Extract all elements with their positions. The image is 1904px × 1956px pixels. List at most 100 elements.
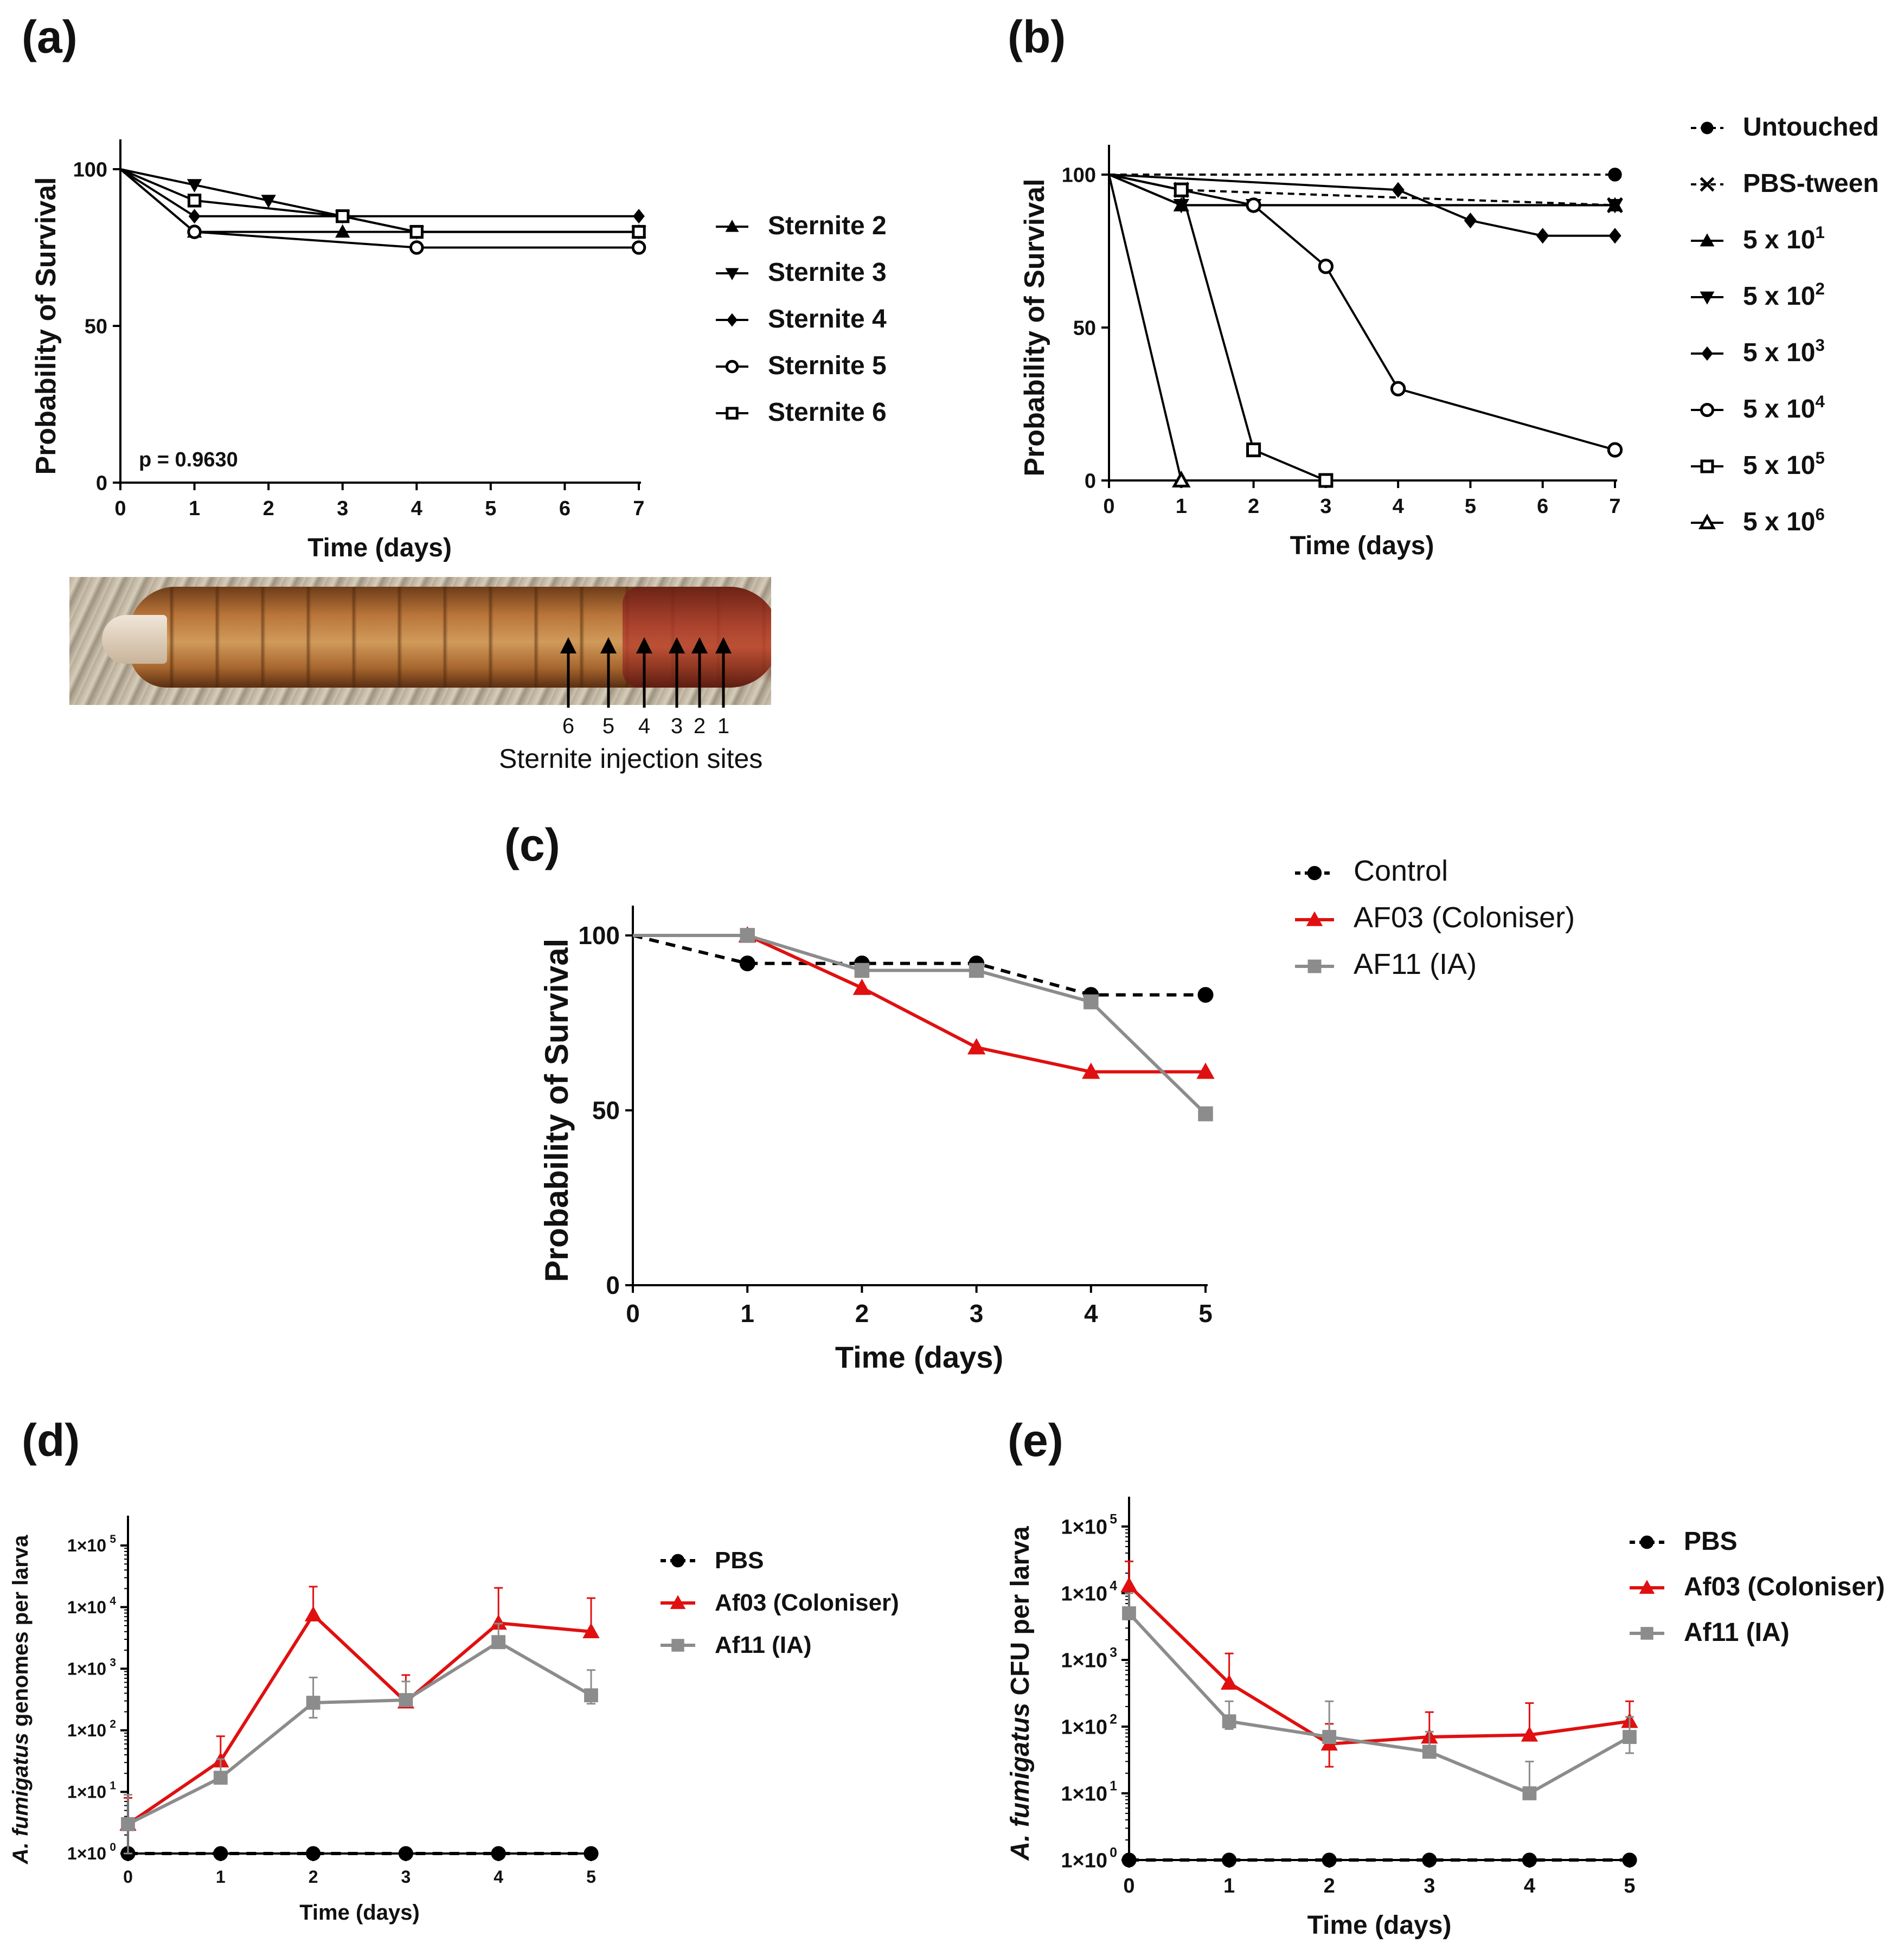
legend: PBS Af03 (Coloniser) Af11 (IA) (1630, 1527, 1885, 1647)
legend-marker (1700, 459, 1714, 473)
legend-superscript: 4 (1815, 392, 1825, 411)
y-axis-label: Probability of Survival (538, 939, 575, 1282)
legend: Untouched PBS-tween 5 x 101 5 x 102 5 x 103 5… (1691, 113, 1879, 536)
x-tick-label: 4 (411, 497, 422, 520)
legend-marker (1307, 959, 1322, 973)
data-point (1622, 1852, 1637, 1868)
data-point (306, 1696, 320, 1710)
x-tick-label: 1 (216, 1867, 226, 1887)
x-tick-label: 7 (1609, 495, 1620, 518)
data-point (1390, 381, 1406, 396)
x-axis-label: Time (days) (1307, 1911, 1452, 1940)
y-tick-label: 100 (578, 921, 620, 950)
y-tick-exponent: 1 (1110, 1779, 1117, 1793)
y-tick-label: 50 (1073, 317, 1096, 339)
data-point (398, 1846, 414, 1861)
legend-label: Sternite 6 (768, 398, 887, 427)
data-point (261, 195, 276, 208)
x-tick-label: 1 (1223, 1875, 1235, 1897)
data-point (1318, 259, 1334, 274)
legend-label: PBS (715, 1547, 764, 1574)
data-point (1536, 228, 1549, 244)
series-line (1108, 174, 1615, 451)
x-tick-label: 3 (1320, 495, 1331, 518)
panel-label-c: (c) (504, 819, 560, 870)
legend-marker (1639, 1580, 1655, 1594)
legend-label: Untouched (1743, 113, 1879, 142)
y-axis-label-italic: A. fumigatus (1006, 1703, 1035, 1861)
x-axis-label: Time (days) (299, 1901, 420, 1925)
y-tick-exponent: 3 (110, 1656, 116, 1669)
x-tick-label: 0 (114, 497, 126, 520)
y-axis-label: A. fumigatus CFU per larva (1006, 1526, 1035, 1861)
series-2 (121, 1622, 598, 1855)
y-tick-exponent: 4 (110, 1595, 116, 1607)
injection-site-number: 1 (717, 714, 729, 738)
injection-site-number: 5 (602, 714, 614, 738)
x-tick-label: 2 (309, 1867, 318, 1887)
y-axis-label-italic: A. fumigatus (9, 1733, 33, 1864)
y-tick-label: 1×10 (67, 1721, 106, 1740)
data-point (1607, 199, 1623, 214)
legend-label: Sternite 4 (768, 305, 887, 334)
x-tick-label: 3 (1424, 1875, 1435, 1897)
legend-marker (671, 1554, 685, 1568)
y-tick-label: 1×10 (1061, 1649, 1107, 1672)
panel-label-e: (e) (1008, 1415, 1063, 1466)
y-tick-label: 1×10 (1061, 1782, 1107, 1805)
data-point (1197, 987, 1214, 1003)
legend-label: Af11 (IA) (1684, 1618, 1790, 1647)
series-line (1108, 174, 1183, 481)
data-point (1318, 473, 1334, 488)
series-line (1108, 174, 1326, 482)
y-tick-exponent: 1 (110, 1780, 116, 1792)
x-tick-label: 2 (855, 1299, 869, 1327)
data-point (187, 179, 202, 193)
data-point (1464, 212, 1477, 229)
legend-label: 5 x 105 (1743, 448, 1825, 480)
legend-label: AF03 (Coloniser) (1354, 901, 1575, 934)
legend-marker (1700, 291, 1715, 305)
y-tick-exponent: 3 (1110, 1645, 1117, 1660)
legend-marker (725, 268, 739, 280)
legend-label: Control (1354, 855, 1448, 887)
data-point (1322, 1852, 1337, 1868)
data-point (1522, 1852, 1537, 1868)
chart-d: 0 1 2 3 4 5 1×10 0 1×10 1 1×10 2 1×10 3 1×10 4 1×10 5 Time… (9, 1516, 899, 1925)
data-point (1121, 1852, 1137, 1868)
x-tick-label: 6 (1537, 495, 1548, 518)
data-point (1172, 470, 1191, 488)
series-0 (1109, 168, 1622, 182)
legend-marker (670, 1595, 686, 1609)
data-point (739, 955, 755, 972)
x-tick-label: 1 (1176, 495, 1187, 518)
larva-head (102, 615, 167, 664)
legend-label: Af03 (Coloniser) (715, 1589, 899, 1616)
data-point (1522, 1786, 1537, 1800)
legend-marker (1701, 346, 1713, 361)
x-tick-label: 4 (493, 1867, 503, 1887)
data-point (1392, 182, 1405, 198)
legend-label: 5 x 101 (1743, 223, 1825, 254)
series-2 (633, 928, 1213, 1121)
panel-label-a: (a) (22, 11, 78, 62)
legend-superscript: 6 (1815, 505, 1824, 524)
data-point (1222, 1714, 1236, 1729)
legend: PBS Af03 (Coloniser) Af11 (IA) (661, 1547, 899, 1658)
data-point (969, 963, 984, 978)
data-point (1120, 1576, 1138, 1593)
chart-a: 0 1 2 3 4 5 6 7 0 50 100 Time (days) Probability of … (30, 139, 887, 562)
x-tick-label: 6 (559, 497, 570, 520)
legend-marker (1700, 233, 1715, 247)
legend-label: PBS (1684, 1527, 1738, 1556)
legend-label: Af03 (Coloniser) (1684, 1573, 1885, 1601)
y-tick-exponent: 5 (110, 1533, 116, 1545)
series-line (1127, 1584, 1630, 1746)
data-point (1196, 1062, 1215, 1079)
series-1 (1120, 1560, 1638, 1768)
y-tick-label: 0 (96, 472, 107, 495)
data-point (1198, 1106, 1213, 1121)
y-axis-label: Probability of Survival (30, 177, 62, 474)
